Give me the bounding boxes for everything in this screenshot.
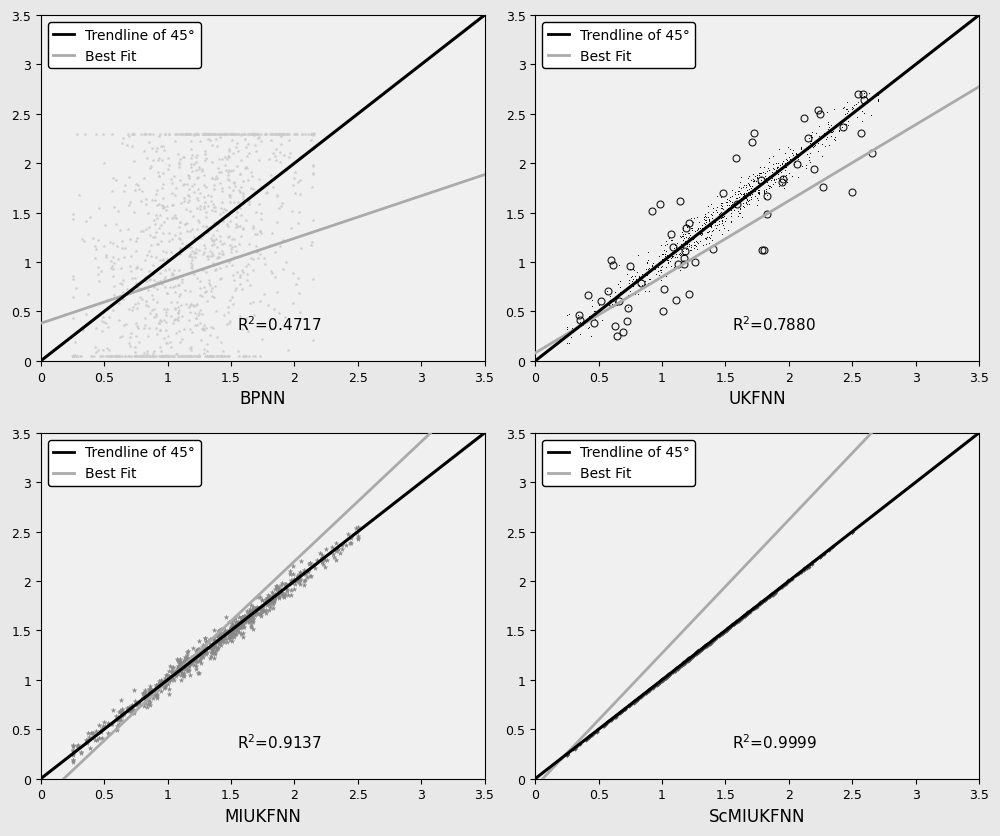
Legend: Trendline of 45°, Best Fit: Trendline of 45°, Best Fit — [48, 23, 201, 69]
Legend: Trendline of 45°, Best Fit: Trendline of 45°, Best Fit — [542, 441, 695, 487]
Text: R$^2$=0.9999: R$^2$=0.9999 — [732, 732, 817, 751]
X-axis label: BPNN: BPNN — [239, 390, 286, 408]
Text: R$^2$=0.7880: R$^2$=0.7880 — [732, 315, 816, 334]
Text: R$^2$=0.4717: R$^2$=0.4717 — [237, 315, 322, 334]
Text: R$^2$=0.9137: R$^2$=0.9137 — [237, 732, 322, 751]
X-axis label: MIUKFNN: MIUKFNN — [224, 807, 301, 825]
X-axis label: UKFNN: UKFNN — [728, 390, 786, 408]
X-axis label: ScMIUKFNN: ScMIUKFNN — [709, 807, 805, 825]
Legend: Trendline of 45°, Best Fit: Trendline of 45°, Best Fit — [48, 441, 201, 487]
Legend: Trendline of 45°, Best Fit: Trendline of 45°, Best Fit — [542, 23, 695, 69]
